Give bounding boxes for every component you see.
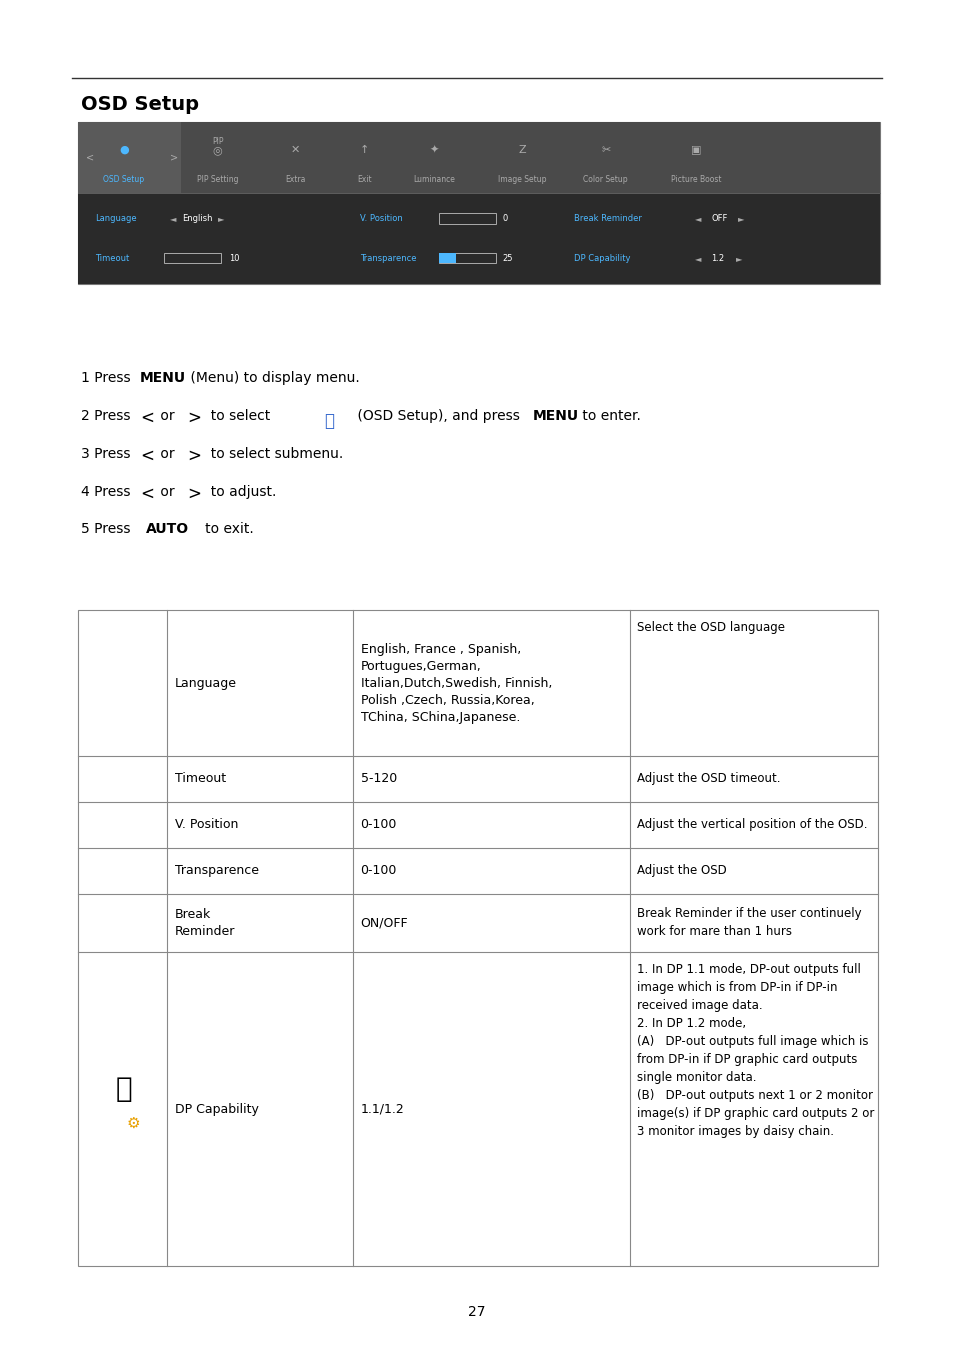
Text: ⚙: ⚙ [127,1115,140,1131]
Text: Luminance: Luminance [413,176,455,185]
Text: 0-100: 0-100 [360,818,396,832]
Text: 2 Press: 2 Press [81,409,134,423]
Text: Exit: Exit [356,176,372,185]
Text: ►: ► [736,254,741,263]
Text: Image Setup: Image Setup [497,176,545,185]
Text: Color Setup: Color Setup [583,176,627,185]
Text: (Menu) to display menu.: (Menu) to display menu. [186,371,359,385]
Text: 10: 10 [229,254,239,263]
Text: ●: ● [119,144,129,155]
Text: Break Reminder: Break Reminder [574,213,641,223]
Text: Timeout: Timeout [174,772,226,786]
Text: OFF: OFF [710,213,727,223]
Text: to adjust.: to adjust. [202,485,276,498]
Text: English: English [182,213,213,223]
Text: 1 Press: 1 Press [81,371,135,385]
Text: ✕: ✕ [291,144,300,155]
Bar [438,252,456,263]
Bar [78,610,877,1266]
Text: to exit.: to exit. [192,522,253,536]
Bar [78,193,879,284]
Text: >: > [187,485,201,502]
Text: or: or [155,409,178,423]
Text: or: or [155,447,178,460]
Text: V. Position: V. Position [174,818,237,832]
Text: to enter.: to enter. [578,409,640,423]
Text: 1.1/1.2: 1.1/1.2 [360,1103,404,1115]
Text: 🌐: 🌐 [324,412,334,429]
Bar [78,122,879,193]
Text: English, France , Spanish,
Portugues,German,
Italian,Dutch,Swedish, Finnish,
Pol: English, France , Spanish, Portugues,Ger… [360,643,552,724]
Text: MENU: MENU [140,371,186,385]
Text: Break Reminder if the user continuely
work for mare than 1 hurs: Break Reminder if the user continuely wo… [637,907,861,938]
Text: <: < [140,409,154,427]
Text: >: > [170,153,178,162]
Text: 4 Press: 4 Press [81,485,134,498]
Text: ◄: ◄ [695,254,700,263]
Text: 5-120: 5-120 [360,772,396,786]
Text: DP Capability: DP Capability [574,254,630,263]
Text: ◎: ◎ [213,144,222,155]
Text: DP Capability: DP Capability [174,1103,258,1115]
Text: Adjust the OSD timeout.: Adjust the OSD timeout. [637,772,780,786]
Text: Language: Language [95,213,137,223]
Text: 5 Press: 5 Press [81,522,139,536]
Text: 27: 27 [468,1305,485,1319]
Text: or: or [155,485,178,498]
Bar [78,122,181,193]
Text: <: < [140,447,154,464]
Text: <: < [86,153,94,162]
Text: 🌐: 🌐 [115,1076,132,1103]
Text: AUTO: AUTO [146,522,189,536]
Text: ►: ► [218,213,224,223]
Text: Z: Z [517,144,525,155]
Text: 1.2: 1.2 [710,254,723,263]
Text: to select submenu.: to select submenu. [202,447,343,460]
Text: OSD Setup: OSD Setup [81,95,199,113]
Text: 3 Press: 3 Press [81,447,134,460]
Text: Break
Reminder: Break Reminder [174,907,234,938]
Text: Language: Language [174,676,236,690]
Text: ◄: ◄ [171,213,176,223]
Text: ✦: ✦ [429,144,438,155]
Text: ►: ► [738,213,743,223]
Text: Extra: Extra [285,176,306,185]
Text: >: > [187,447,201,464]
Text: Transparence: Transparence [359,254,416,263]
Text: Transparence: Transparence [174,864,258,878]
Text: PIP: PIP [212,136,223,146]
Text: ▣: ▣ [690,144,701,155]
Text: 1. In DP 1.1 mode, DP-out outputs full
image which is from DP-in if DP-in
receiv: 1. In DP 1.1 mode, DP-out outputs full i… [637,963,874,1138]
Text: ↑: ↑ [359,144,369,155]
Text: PIP Setting: PIP Setting [196,176,238,185]
Text: to select: to select [202,409,271,423]
Bar [78,122,879,284]
Bar [438,252,496,263]
Text: 0-100: 0-100 [360,864,396,878]
Text: ON/OFF: ON/OFF [360,917,408,929]
Text: Picture Boost: Picture Boost [671,176,720,185]
Text: 25: 25 [502,254,513,263]
Text: Timeout: Timeout [95,254,130,263]
Text: 0: 0 [502,213,508,223]
Text: V. Position: V. Position [359,213,402,223]
Text: Select the OSD language: Select the OSD language [637,621,784,634]
Text: Adjust the vertical position of the OSD.: Adjust the vertical position of the OSD. [637,818,867,832]
Text: ◄: ◄ [695,213,700,223]
Text: <: < [140,485,154,502]
Text: Adjust the OSD: Adjust the OSD [637,864,726,878]
Text: OSD Setup: OSD Setup [103,176,145,185]
Text: MENU: MENU [532,409,578,423]
Bar [164,252,221,263]
Text: (OSD Setup), and press: (OSD Setup), and press [353,409,524,423]
Bar [438,213,496,224]
Text: >: > [187,409,201,427]
Text: ✂: ✂ [600,144,610,155]
